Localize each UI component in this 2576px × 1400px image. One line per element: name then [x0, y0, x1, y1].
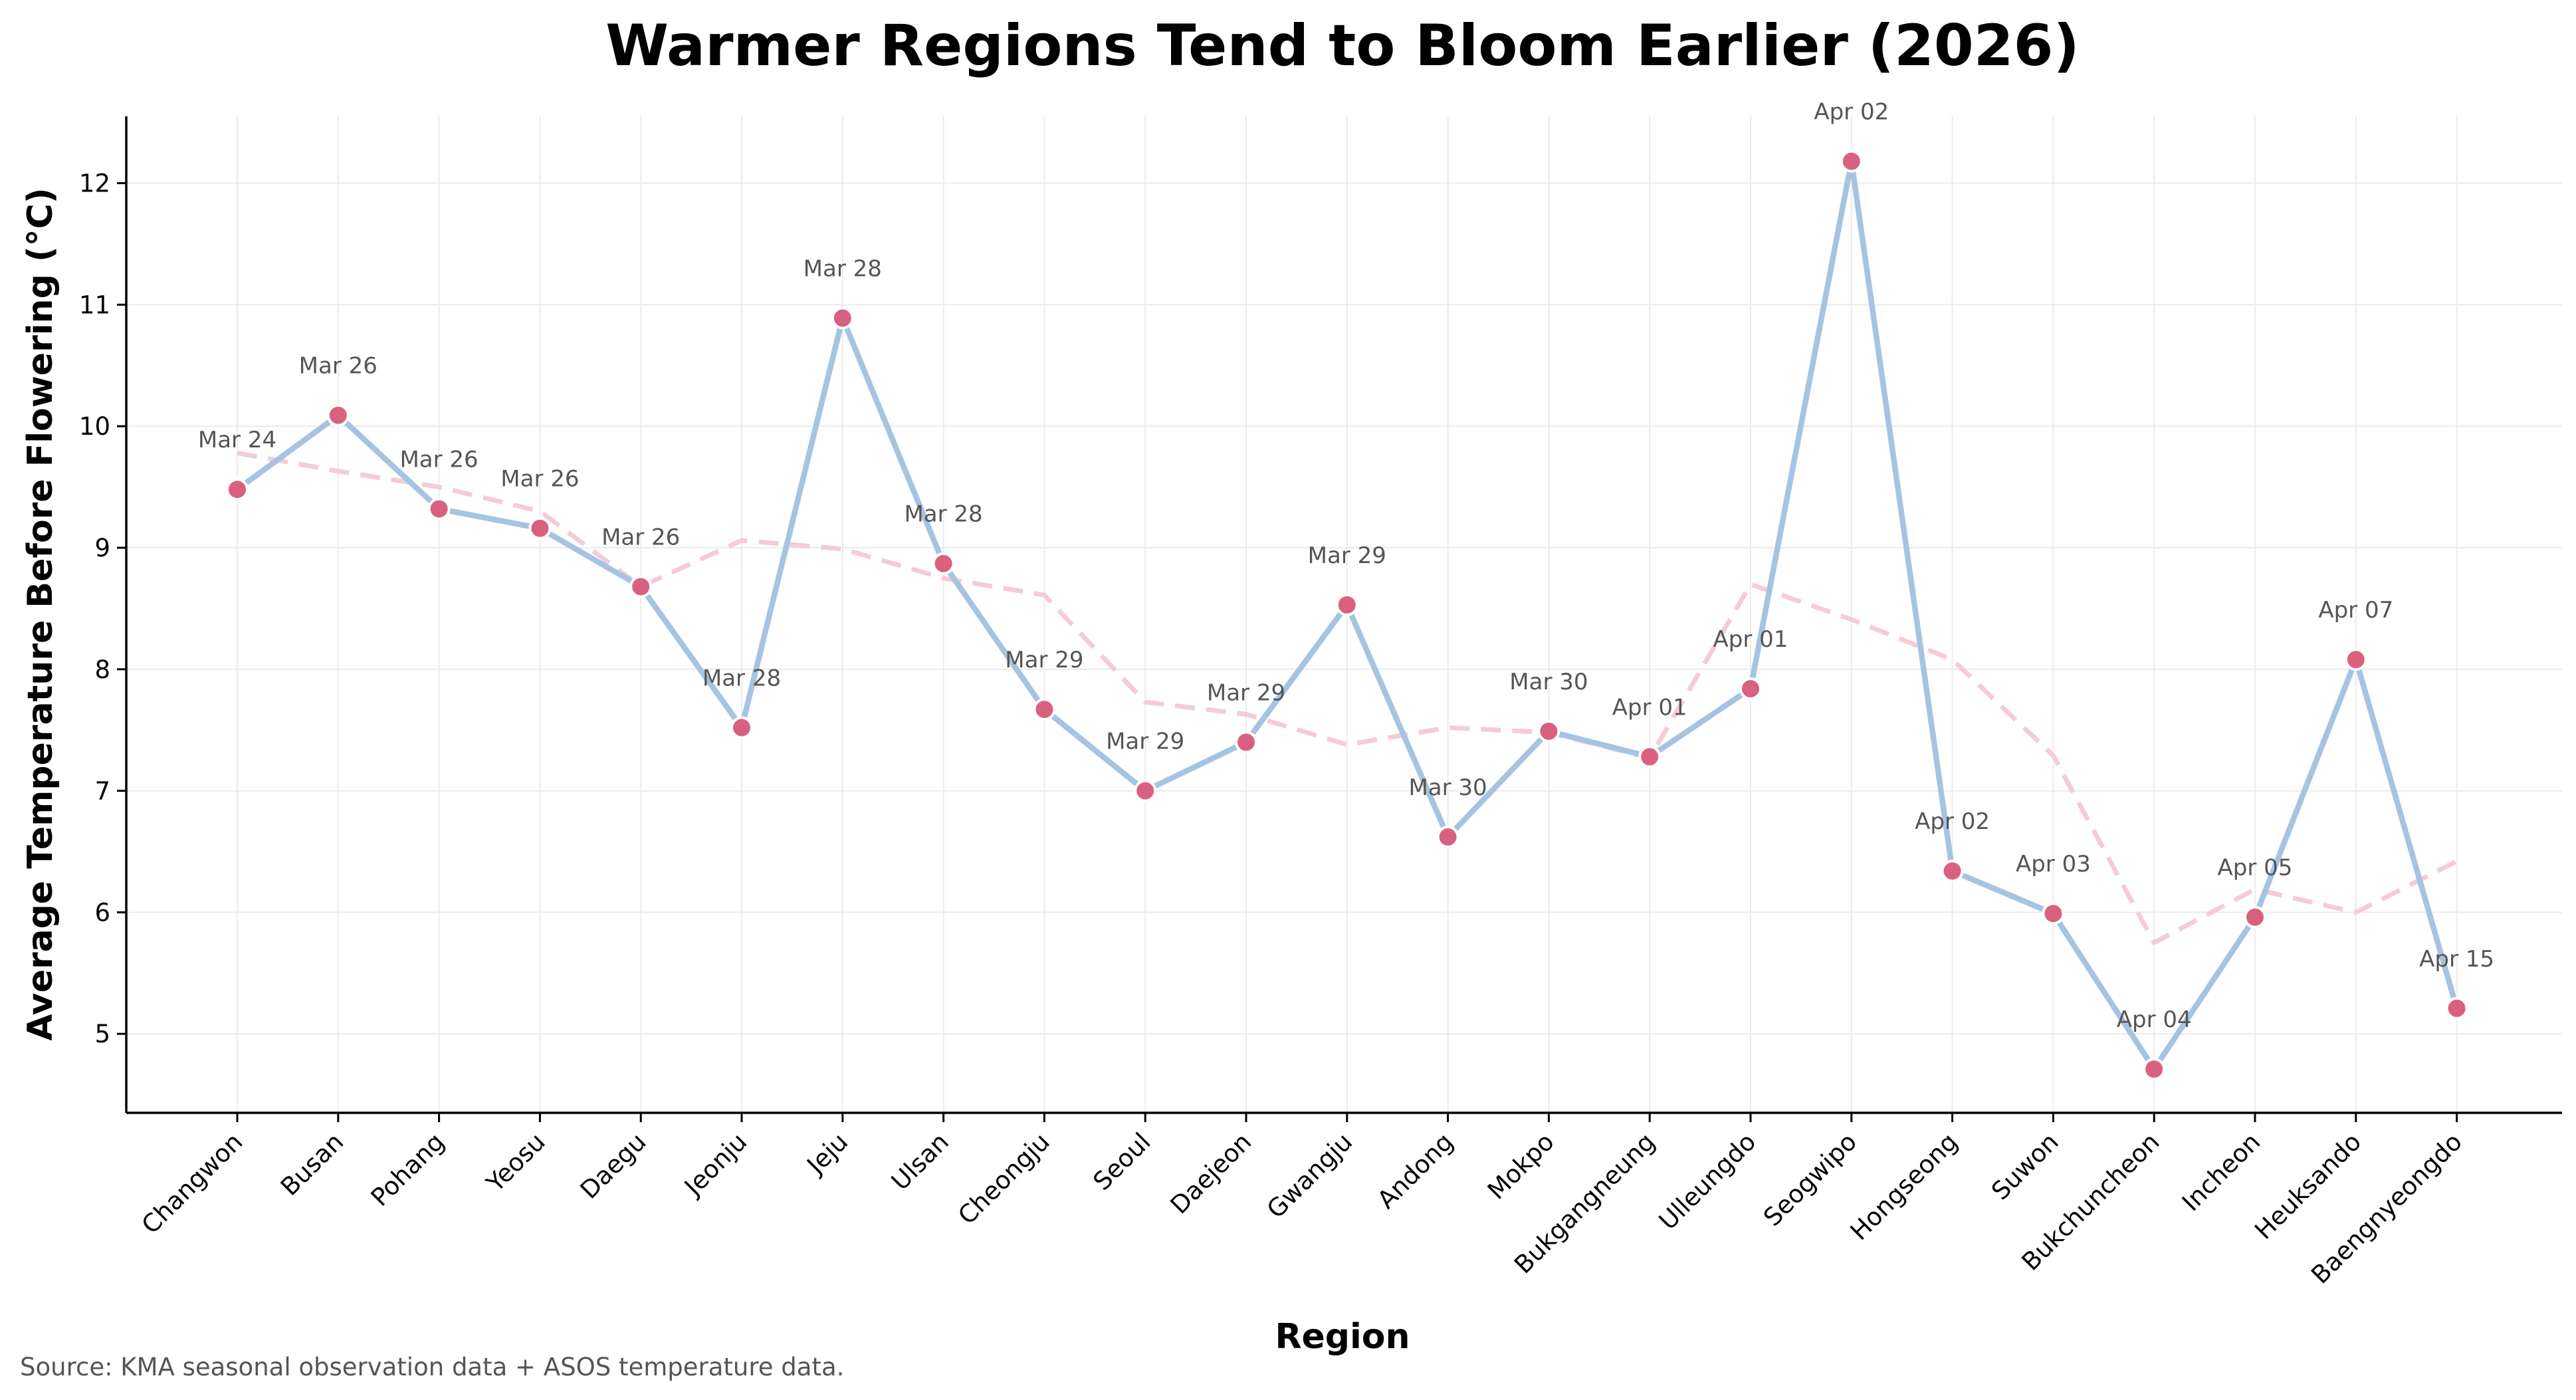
- data-point-mokpo: [1537, 719, 1560, 743]
- source-note: Source: KMA seasonal observation data + …: [20, 1353, 844, 1381]
- point-label-yeosu: Mar 26: [500, 466, 579, 493]
- x-tick-label: Ulsan: [886, 1127, 954, 1196]
- x-tick-label: Yeosu: [481, 1127, 551, 1198]
- point-label-busan: Mar 26: [299, 353, 377, 380]
- data-point-andong: [1436, 826, 1459, 849]
- data-point-bukgangneung: [1638, 745, 1662, 768]
- y-tick-label: 12: [79, 170, 110, 198]
- point-label-mokpo: Mar 30: [1509, 669, 1588, 695]
- y-axis-ticks: 5 6 7 8 9 10 11 12: [79, 170, 126, 1048]
- data-point-bukchuncheon: [2143, 1058, 2166, 1081]
- data-point-baengnyeongdo: [2445, 996, 2468, 1020]
- point-label-gwangju: Mar 29: [1308, 542, 1386, 569]
- point-label-ulleungdo: Apr 01: [1713, 626, 1788, 653]
- y-tick-label: 9: [94, 534, 110, 562]
- data-point-ulleungdo: [1739, 677, 1762, 701]
- x-tick-label: Daegu: [575, 1127, 652, 1205]
- x-tick-label: Seoul: [1088, 1127, 1156, 1196]
- trend-series: [237, 450, 2458, 945]
- data-point-seogwipo: [1840, 150, 1863, 173]
- data-point-hongseong: [1941, 860, 1964, 883]
- point-label-seogwipo: Apr 02: [1814, 99, 1889, 126]
- point-label-hongseong: Apr 02: [1915, 808, 1990, 835]
- grid: [126, 116, 2562, 1113]
- x-tick-label: Cheongju: [952, 1127, 1055, 1230]
- y-tick-label: 8: [94, 655, 110, 684]
- point-label-cheongju: Mar 29: [1005, 647, 1083, 673]
- point-label-jeonju: Mar 28: [702, 665, 781, 692]
- x-tick-label: Ulleungdo: [1654, 1127, 1762, 1236]
- x-tick-label: Changwon: [136, 1127, 248, 1239]
- trend-line: [237, 450, 2458, 945]
- point-label-bukgangneung: Apr 01: [1612, 694, 1687, 721]
- y-tick-label: 6: [94, 898, 110, 927]
- x-tick-label: Jeonju: [678, 1127, 752, 1202]
- data-point-daejeon: [1235, 731, 1257, 754]
- data-point-pohang: [427, 497, 451, 521]
- point-labels: Mar 24 Mar 26 Mar 26 Mar 26 Mar 26 Mar 28 Mar …: [198, 99, 2494, 1034]
- y-tick-label: 5: [94, 1020, 110, 1048]
- point-label-daegu: Mar 26: [601, 524, 680, 550]
- x-tick-label: Gwangju: [1261, 1127, 1358, 1224]
- x-tick-label: Andong: [1372, 1127, 1459, 1215]
- y-axis-title: Average Temperature Before Flowering (°C…: [21, 187, 60, 1040]
- data-point-gwangju: [1335, 593, 1358, 616]
- point-label-bukchuncheon: Apr 04: [2117, 1006, 2192, 1033]
- data-point-jeju: [831, 306, 854, 330]
- data-point-jeonju: [730, 716, 753, 739]
- data-point-changwon: [226, 478, 249, 501]
- point-label-pohang: Mar 26: [399, 446, 478, 473]
- point-label-daejeon: Mar 29: [1207, 679, 1285, 706]
- point-label-baengnyeongdo: Apr 15: [2419, 946, 2494, 973]
- x-tick-label: Hongseong: [1845, 1127, 1963, 1246]
- y-tick-label: 10: [79, 412, 110, 441]
- point-label-seoul: Mar 29: [1106, 729, 1184, 755]
- x-axis-title: Region: [1275, 1317, 1410, 1357]
- x-tick-label: Busan: [275, 1127, 349, 1201]
- x-tick-label: Jeju: [801, 1127, 853, 1180]
- x-tick-label: Incheon: [2177, 1127, 2266, 1217]
- data-point-yeosu: [528, 517, 552, 540]
- point-label-heuksando: Apr 07: [2318, 597, 2393, 624]
- data-point-daegu: [629, 575, 653, 598]
- data-point-ulsan: [932, 552, 955, 575]
- y-tick-label: 11: [79, 291, 110, 319]
- data-point-cheongju: [1033, 698, 1056, 721]
- data-point-heuksando: [2344, 648, 2367, 671]
- x-tick-label: Daejeon: [1165, 1127, 1257, 1220]
- x-tick-label: Mokpo: [1482, 1127, 1560, 1205]
- point-label-incheon: Apr 05: [2218, 855, 2293, 881]
- point-label-suwon: Apr 03: [2016, 851, 2091, 877]
- data-point-seoul: [1134, 779, 1157, 802]
- point-label-andong: Mar 30: [1408, 774, 1487, 801]
- point-label-ulsan: Mar 28: [904, 501, 982, 528]
- data-point-busan: [326, 404, 350, 427]
- data-point-incheon: [2244, 905, 2266, 929]
- data-points: [226, 150, 2468, 1081]
- x-tick-label: Pohang: [366, 1127, 450, 1212]
- point-label-jeju: Mar 28: [804, 255, 882, 282]
- point-label-changwon: Mar 24: [198, 427, 276, 453]
- x-tick-label: Suwon: [1986, 1127, 2064, 1206]
- axes: [125, 116, 2562, 1114]
- x-axis-ticks: Changwon Busan Pohang Yeosu Daegu Jeonju Jeju U…: [136, 1113, 2468, 1290]
- y-tick-label: 7: [94, 777, 110, 806]
- data-point-suwon: [2042, 902, 2065, 925]
- chart-title: Warmer Regions Tend to Bloom Earlier (20…: [605, 13, 2080, 79]
- x-tick-label: Seogwipo: [1758, 1127, 1862, 1232]
